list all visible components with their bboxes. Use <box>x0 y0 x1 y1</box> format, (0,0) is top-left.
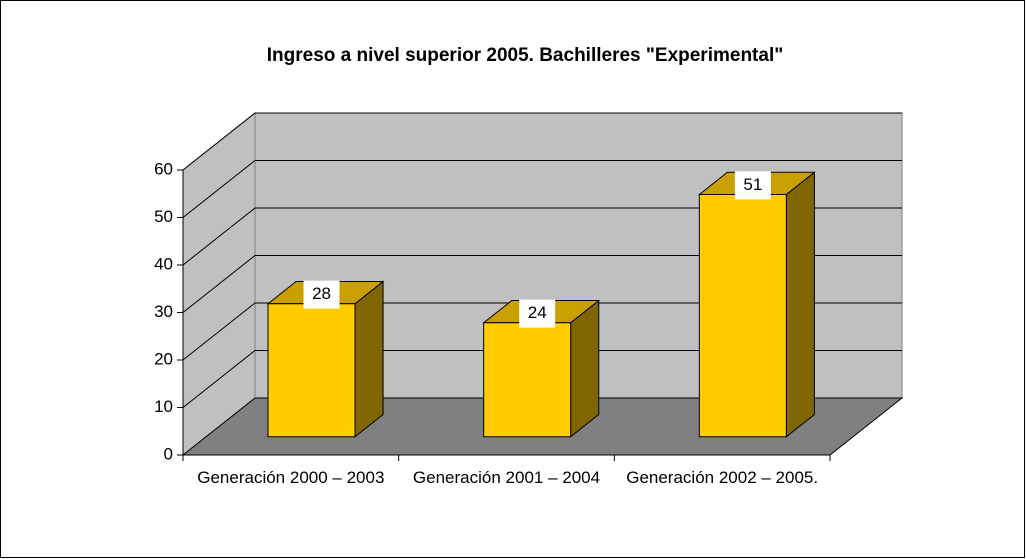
x-tick-label: Generación 2002 – 2005. <box>626 468 819 487</box>
value-label: 28 <box>312 284 331 303</box>
y-tick-label: 0 <box>164 444 173 463</box>
value-label-bg <box>519 299 556 328</box>
grid-line <box>182 350 902 408</box>
y-tick-label: 60 <box>154 159 173 178</box>
y-tick-label: 20 <box>154 349 173 368</box>
y-tick-label: 50 <box>154 207 173 226</box>
bar-side <box>570 299 600 438</box>
x-tick-label: Generación 2001 – 2004 <box>412 468 601 487</box>
value-label: 51 <box>743 175 762 194</box>
grid-line <box>182 207 902 266</box>
chart-title: Ingreso a nivel superior 2005. Bachiller… <box>267 45 783 66</box>
value-label-bg <box>734 171 771 200</box>
bar <box>267 303 356 438</box>
grid-line <box>182 160 902 218</box>
y-tick-label: 30 <box>154 302 173 321</box>
y-tick-label: 10 <box>154 397 173 416</box>
bar <box>483 322 572 438</box>
x-tick-label: Generación 2000 – 2003 <box>197 468 385 487</box>
y-tick-label: 40 <box>154 254 173 273</box>
grid-line <box>182 302 902 361</box>
value-label: 24 <box>528 303 547 322</box>
bar-side <box>785 171 815 438</box>
bar-side <box>354 280 384 438</box>
grid-line <box>182 255 902 313</box>
bar <box>698 194 787 438</box>
value-label-bg <box>303 280 340 309</box>
grid-line <box>182 112 902 171</box>
